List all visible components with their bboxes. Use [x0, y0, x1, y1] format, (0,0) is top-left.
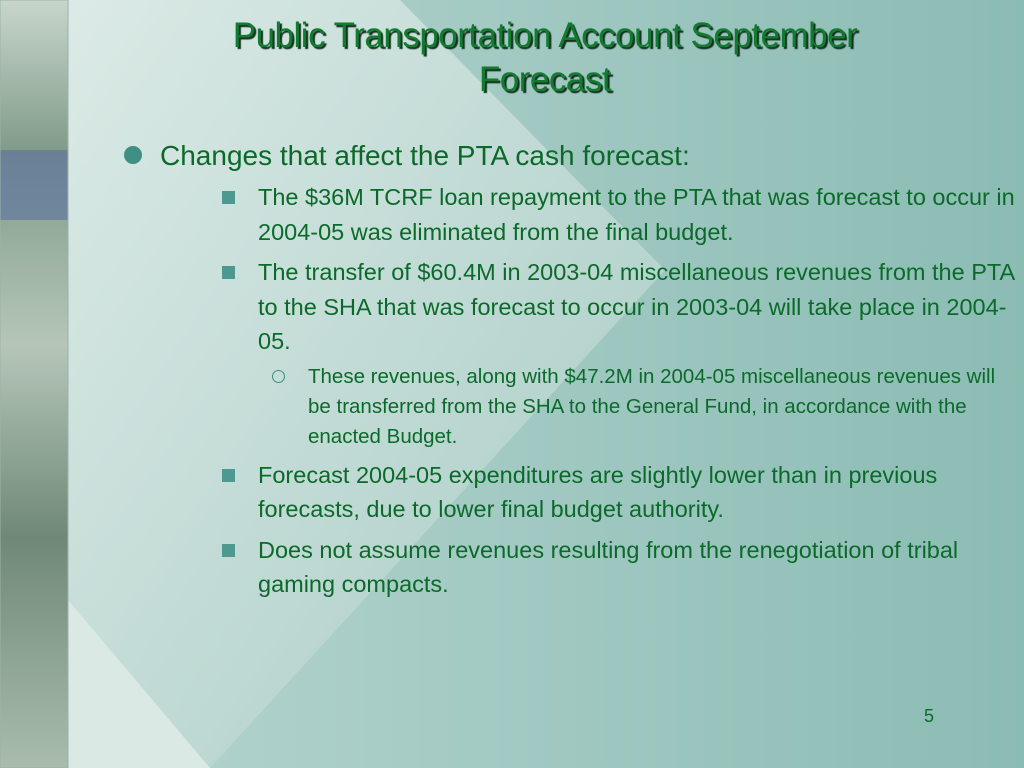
bullet-marker — [222, 191, 235, 204]
bullet-item: The transfer of $60.4M in 2003-04 miscel… — [160, 255, 1018, 452]
bullet-text: Changes that affect the PTA cash forecas… — [160, 140, 690, 171]
bullet-text: These revenues, along with $47.2M in 200… — [308, 364, 996, 448]
bullet-text: Does not assume revenues resulting from … — [258, 536, 959, 598]
bullet-marker — [222, 543, 235, 557]
slide-title: Public Transportation Account September … — [232, 16, 858, 99]
bullet-text: Forecast 2004-05 expenditures are slight… — [258, 461, 938, 523]
bullet-item: Does not assume revenues resulting from … — [160, 533, 1018, 602]
bullet-marker — [124, 146, 142, 164]
bullet-marker — [222, 468, 235, 482]
bullet-marker — [272, 369, 285, 383]
slide-body: Changes that affect the PTA cash forecas… — [120, 138, 1015, 608]
bullet-item: These revenues, along with $47.2M in 200… — [160, 362, 1018, 452]
page-number: 5 — [924, 706, 935, 726]
bullet-item: Changes that affect the PTA cash forecas… — [120, 138, 1015, 602]
bullet-text: The $36M TCRF loan repayment to the PTA … — [258, 184, 1015, 245]
bullet-item: The $36M TCRF loan repayment to the PTA … — [160, 180, 1018, 249]
bullet-item: Forecast 2004-05 expenditures are slight… — [160, 458, 1018, 527]
bullet-text: The transfer of $60.4M in 2003-04 miscel… — [258, 259, 1014, 354]
bullet-marker — [222, 266, 235, 279]
